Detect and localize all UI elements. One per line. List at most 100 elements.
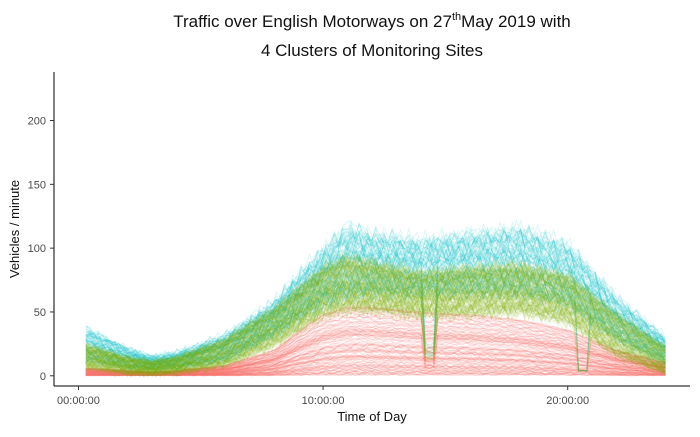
series-line <box>85 283 666 375</box>
series-line <box>85 274 666 373</box>
series-line <box>85 372 666 377</box>
series-line <box>85 286 666 374</box>
series-line <box>85 312 666 374</box>
series-line <box>85 255 666 363</box>
series-line <box>85 263 666 372</box>
series-line <box>85 280 666 372</box>
series-line <box>85 278 666 373</box>
series-line <box>85 320 666 374</box>
series-line <box>85 278 666 370</box>
series-line <box>85 254 666 365</box>
series-line <box>85 349 666 376</box>
series-line <box>85 268 666 369</box>
series-line <box>85 297 666 376</box>
series-line <box>85 266 666 371</box>
series-line <box>85 274 666 371</box>
series-line <box>85 236 666 363</box>
series-line <box>85 260 666 366</box>
series-line <box>85 259 666 368</box>
series-line <box>85 283 666 373</box>
series-line <box>85 295 666 377</box>
series-line <box>85 263 666 369</box>
series-line <box>85 354 666 377</box>
chart-title-superscript: th <box>452 11 461 23</box>
series-line <box>85 247 666 366</box>
series-line <box>85 282 666 374</box>
series-line <box>85 292 666 377</box>
series-line <box>85 296 666 376</box>
series-line <box>85 257 666 365</box>
series-line <box>85 266 666 370</box>
series-line <box>85 279 666 371</box>
series-line <box>85 274 666 372</box>
series-line <box>85 319 666 374</box>
series-line <box>85 363 666 377</box>
series-line <box>85 356 666 377</box>
series-line <box>85 315 666 374</box>
chart-title-line-2: 4 Clusters of Monitoring Sites <box>261 41 483 60</box>
series-line <box>85 337 666 376</box>
series-line <box>85 300 666 377</box>
series-line <box>85 299 666 377</box>
series-line <box>85 310 666 374</box>
series-line <box>85 242 666 365</box>
series-line <box>85 371 666 377</box>
series-line <box>85 333 666 375</box>
series-line <box>85 280 666 375</box>
x-tick-label: 10:00:00 <box>302 395 345 407</box>
series-line <box>85 288 666 374</box>
series-line <box>85 349 666 376</box>
series-line <box>85 327 666 375</box>
series-line <box>85 292 666 377</box>
series-line <box>85 369 666 377</box>
series-line <box>85 344 666 376</box>
series-line <box>85 319 666 375</box>
series-line <box>85 346 666 376</box>
series-line <box>85 365 666 377</box>
series-line <box>85 331 666 375</box>
series-line <box>85 280 666 374</box>
series-line <box>85 298 666 377</box>
series-line <box>85 269 666 371</box>
series-line <box>85 282 666 373</box>
series-line <box>85 255 666 364</box>
series-line <box>85 259 666 367</box>
series-line <box>85 292 666 376</box>
series-line <box>85 227 666 362</box>
series-line <box>85 286 666 374</box>
series-line <box>85 296 666 377</box>
cluster-series-group <box>85 218 666 375</box>
series-line <box>85 361 666 377</box>
series-line <box>85 279 666 372</box>
series-line <box>85 252 666 365</box>
series-line <box>85 288 666 377</box>
series-line <box>85 280 666 372</box>
series-line <box>85 272 666 372</box>
series-line <box>85 362 666 377</box>
series-line <box>85 244 666 367</box>
series-line <box>85 291 666 374</box>
series-line <box>85 357 666 377</box>
series-line <box>85 291 666 376</box>
series-line <box>85 280 666 374</box>
series-line <box>85 329 666 375</box>
series-line <box>85 283 666 374</box>
series-line <box>85 331 666 375</box>
series-line <box>85 298 666 377</box>
series-line <box>85 369 666 377</box>
series-line <box>85 359 666 377</box>
series-line <box>85 352 666 376</box>
series-line <box>85 260 666 368</box>
series-line <box>85 246 666 366</box>
series-line <box>85 258 666 369</box>
cluster-series-group <box>85 249 666 377</box>
series-line <box>85 259 666 367</box>
series-line <box>85 256 666 372</box>
series-line <box>85 251 666 365</box>
x-axis-title: Time of Day <box>337 409 407 424</box>
series-line <box>85 264 666 370</box>
series-line <box>85 276 666 371</box>
series-line <box>85 272 666 371</box>
series-line <box>85 310 666 374</box>
series-line <box>85 278 666 373</box>
